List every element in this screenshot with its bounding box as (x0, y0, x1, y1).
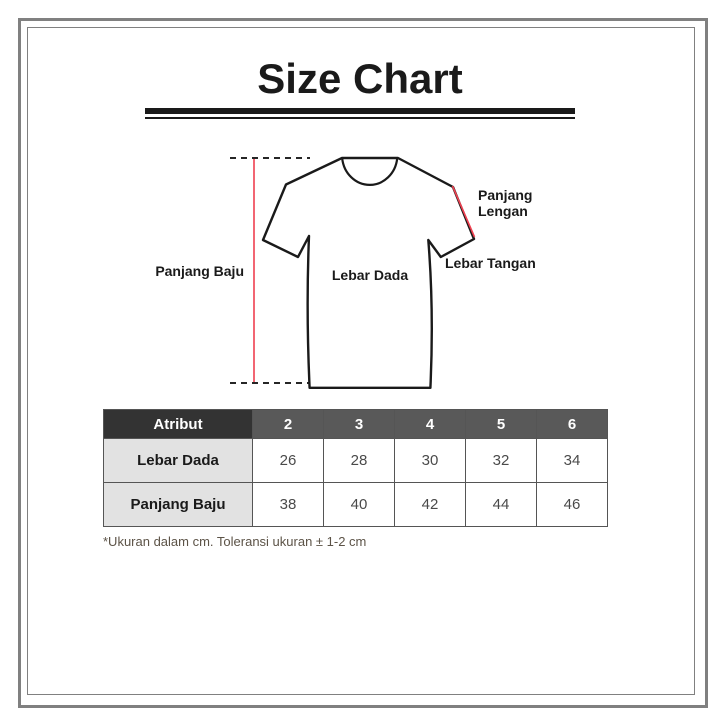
svg-text:Lebar Dada: Lebar Dada (332, 267, 408, 283)
svg-text:Lebar Tangan: Lebar Tangan (445, 255, 536, 271)
svg-text:Panjang Baju: Panjang Baju (155, 263, 244, 279)
svg-text:Lengan: Lengan (478, 203, 528, 219)
svg-text:Panjang: Panjang (478, 187, 532, 203)
